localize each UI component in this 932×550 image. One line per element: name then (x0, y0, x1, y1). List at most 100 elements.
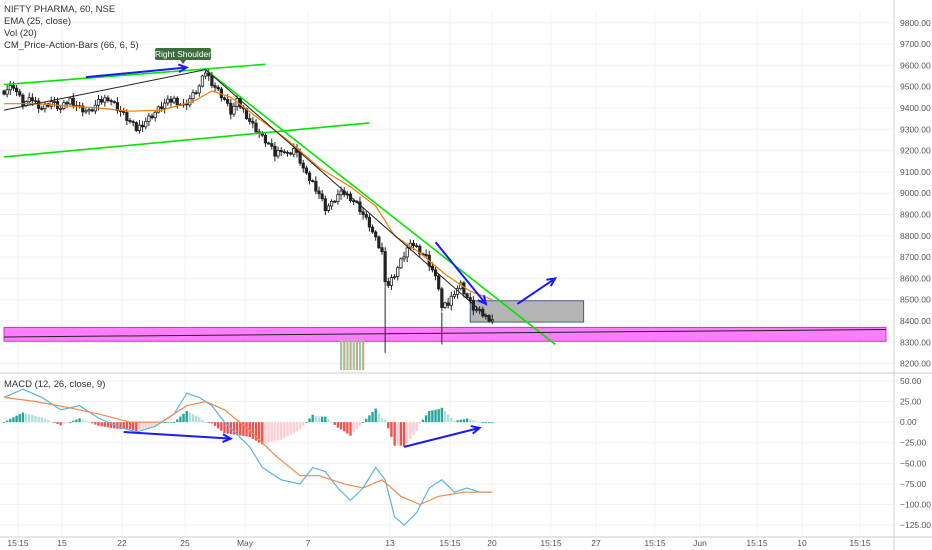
legend-symbol[interactable]: NIFTY PHARMA, 60, NSE (4, 4, 116, 15)
macd-histogram-bar (421, 419, 425, 423)
macd-histogram-bar (270, 422, 273, 442)
x-tick-5: 7 (306, 538, 311, 548)
candle-body (81, 105, 85, 113)
macd-histogram-bar (475, 421, 478, 423)
macd-histogram-bar (18, 414, 21, 423)
macd-histogram-bar (276, 422, 280, 441)
candle-body (402, 256, 406, 260)
macd-y-tick-3: −25.00 (900, 438, 927, 448)
candle-body (411, 242, 416, 246)
price-y-tick-1: 9700.00 (900, 39, 931, 49)
macd-histogram-bar (346, 422, 349, 434)
candle-body (370, 226, 375, 233)
candle-body (449, 295, 453, 306)
candle-body (263, 134, 268, 144)
candle-body (377, 236, 381, 249)
macd-histogram-bar (191, 414, 195, 423)
macd-y-tick-5: −75.00 (900, 479, 927, 489)
trendline-2 (205, 69, 556, 346)
price-y-tick-0: 9800.00 (900, 18, 931, 28)
candle-body (367, 216, 372, 228)
macd-histogram-bar (75, 419, 78, 423)
candle-body (405, 247, 409, 258)
macd-panel (2, 388, 494, 526)
legend-cm[interactable]: CM_Price-Action-Bars (66, 6, 5) (4, 40, 139, 51)
candle-body (465, 293, 469, 298)
macd-histogram-bar (487, 422, 491, 423)
candle-body (40, 107, 44, 110)
volume-bar (340, 340, 343, 370)
candle-body (166, 98, 170, 104)
trendline-1 (3, 122, 370, 158)
candle-body (298, 151, 302, 164)
macd-histogram-bar (198, 417, 201, 423)
volume-bar (355, 340, 358, 370)
macd-histogram-bar (31, 415, 34, 423)
candle-body (311, 180, 315, 183)
candle-body (254, 122, 258, 133)
candle-body (446, 302, 450, 306)
candle-body (392, 276, 397, 279)
volume-bar (343, 340, 346, 370)
candle-body (276, 149, 280, 157)
legend-ema[interactable]: EMA (25, close) (4, 16, 72, 27)
price-y-tick-6: 9200.00 (900, 146, 931, 156)
macd-histogram-bar (94, 422, 97, 425)
macd-histogram-bar (12, 417, 15, 423)
price-y-tick-11: 8700.00 (900, 252, 931, 262)
macd-histogram-bar (377, 413, 381, 423)
macd-histogram-bar (220, 422, 223, 431)
macd-histogram-bar (166, 422, 169, 423)
macd-histogram-bar (456, 420, 459, 423)
macd-histogram-bar (437, 409, 440, 423)
price-legend: NIFTY PHARMA, 60, NSE EMA (25, close) Vo… (4, 4, 139, 52)
candle-body (323, 198, 327, 212)
candle-body (33, 100, 38, 103)
arrows (85, 63, 558, 448)
x-tick-8: 20 (487, 538, 497, 548)
candle-body (90, 109, 94, 112)
candle-body (8, 85, 12, 91)
macd-histogram-bar (484, 422, 488, 423)
macd-histogram-bar (428, 411, 431, 423)
trendline-3 (3, 69, 206, 111)
macd-histogram-bar (446, 414, 450, 423)
macd-histogram-bar (122, 422, 125, 430)
macd-histogram-bar (157, 422, 160, 424)
macd-histogram-bar (371, 411, 374, 423)
macd-histogram-bar (56, 422, 59, 425)
candle-body (229, 102, 233, 115)
price-arrow-1 (434, 241, 487, 305)
candle-body (65, 102, 69, 105)
legend-vol[interactable]: Vol (20) (4, 28, 37, 39)
candle-body (301, 162, 305, 169)
macd-histogram-bar (9, 418, 12, 423)
macd-histogram-bar (333, 422, 336, 425)
macd-histogram-bar (406, 422, 409, 443)
legend-macd[interactable]: MACD (12, 26, close, 9) (4, 379, 106, 390)
x-tick-10: 27 (591, 538, 601, 548)
candle-body (374, 231, 378, 238)
macd-y-tick-6: −100.00 (900, 500, 931, 510)
macd-histogram-bar (393, 422, 396, 446)
support-zone (3, 326, 887, 342)
macd-histogram-bar (141, 422, 144, 430)
macd-histogram-bar (251, 422, 255, 439)
candle-body (282, 151, 286, 154)
macd-y-tick-2: 0.00 (900, 417, 917, 427)
price-y-tick-2: 9600.00 (900, 60, 931, 70)
macd-histogram-bar (257, 422, 261, 443)
candle-body (30, 97, 34, 102)
macd-histogram-bar (320, 416, 324, 423)
candle-body (68, 97, 72, 105)
macd-histogram-bar (383, 419, 387, 423)
price-y-tick-4: 9400.00 (900, 103, 931, 113)
signal-line (3, 396, 493, 506)
candle-body (5, 89, 9, 95)
macd-histogram-bar (355, 422, 358, 429)
candle-body (389, 277, 394, 286)
candle-body (304, 167, 309, 174)
macd-histogram-bar (399, 422, 403, 446)
macd-histogram-bar (163, 422, 166, 423)
